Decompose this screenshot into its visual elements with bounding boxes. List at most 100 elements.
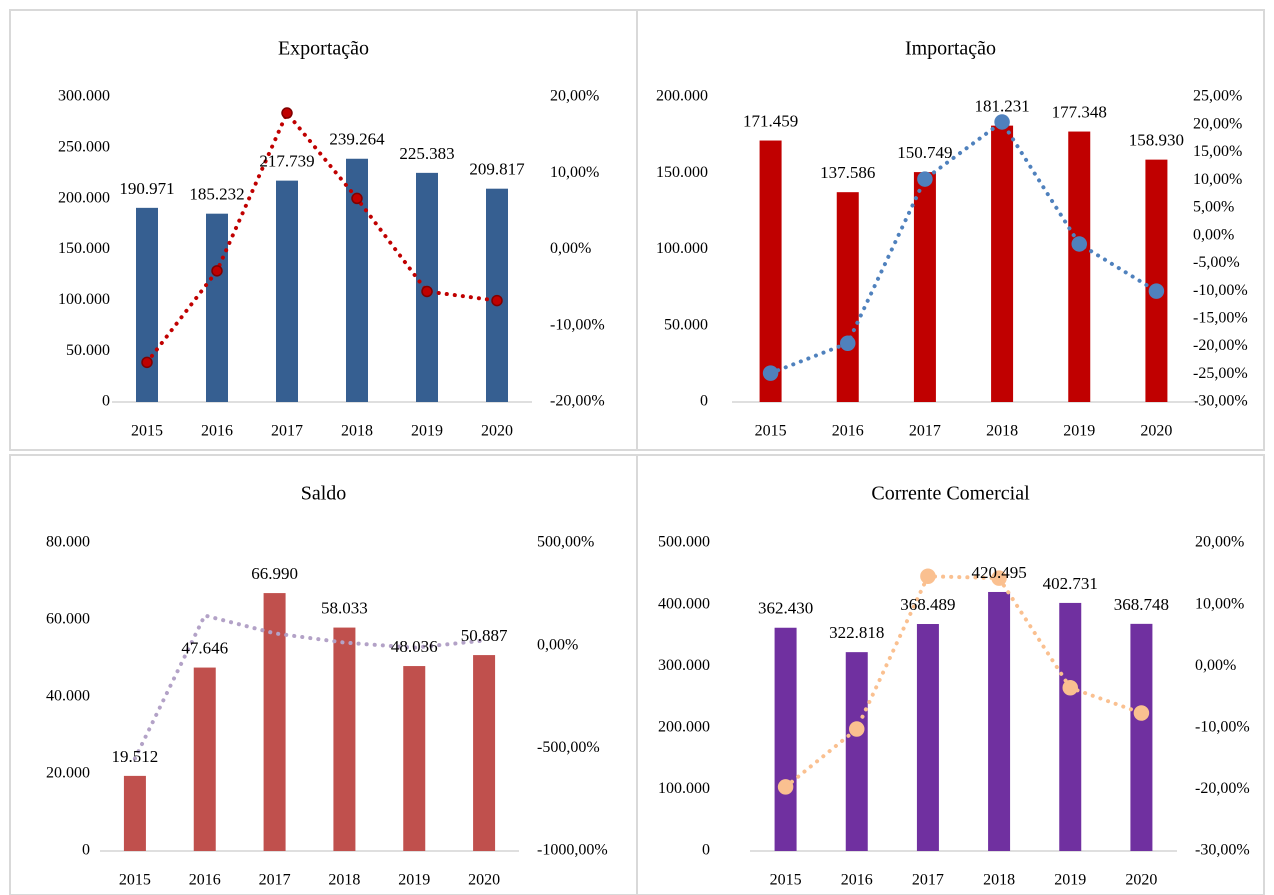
data-label: 420.495	[971, 563, 1026, 582]
data-label: 58.033	[321, 598, 368, 617]
bar	[136, 207, 158, 402]
y-tick-label: 40.000	[46, 688, 90, 705]
x-tick-label: 2018	[983, 872, 1015, 889]
y-tick-label: 50.000	[66, 342, 110, 359]
bar	[123, 775, 146, 851]
y2-tick-label: -30,00%	[1195, 842, 1250, 859]
y-tick-label: 80.000	[46, 534, 90, 551]
bar	[1130, 623, 1153, 851]
y-tick-label: 100.000	[658, 780, 710, 797]
x-tick-label: 2017	[909, 423, 941, 440]
bar	[916, 624, 939, 851]
line-marker	[281, 107, 293, 119]
y2-tick-label: 20,00%	[1193, 115, 1242, 132]
y2-tick-label: 20,00%	[1195, 534, 1244, 551]
y2-tick-label: -10,00%	[1195, 718, 1250, 735]
y2-tick-label: -10,00%	[1193, 282, 1248, 299]
line	[768, 119, 1159, 376]
chart-title: Corrente Comercial	[871, 483, 1030, 505]
line-marker	[920, 568, 936, 585]
x-tick-label: 2015	[755, 423, 787, 440]
y-tick-label: 250.000	[58, 139, 110, 156]
data-label: 137.586	[820, 163, 875, 182]
y-tick-label: 50.000	[664, 316, 708, 333]
x-tick-label: 2017	[912, 872, 944, 889]
data-label: 48.036	[391, 637, 438, 656]
x-tick-label: 2019	[411, 423, 443, 440]
line-marker	[1148, 283, 1165, 299]
x-tick-label: 2019	[398, 872, 430, 889]
y2-tick-label: -20,00%	[1193, 337, 1248, 354]
bar	[1068, 131, 1091, 402]
y-tick-label: 0	[102, 393, 110, 410]
y-tick-label: 20.000	[46, 765, 90, 782]
data-label: 150.749	[897, 143, 952, 162]
data-label: 181.231	[974, 97, 1029, 116]
bar	[991, 125, 1014, 402]
y2-tick-label: -25,00%	[1193, 365, 1248, 382]
chart-title: Saldo	[301, 483, 347, 505]
y2-tick-label: 10,00%	[550, 164, 599, 181]
y2-tick-label: 20,00%	[550, 88, 599, 105]
bar	[346, 158, 368, 402]
y2-tick-label: -10,00%	[550, 316, 605, 333]
y2-tick-label: -20,00%	[1195, 780, 1250, 797]
bar	[403, 666, 426, 851]
x-tick-label: 2020	[1125, 872, 1157, 889]
chart-panel: Saldo 0 20.000 40.000 60.000 80.000 -1000,00% -…	[9, 454, 638, 895]
line	[132, 613, 487, 761]
bar	[193, 667, 216, 851]
bar	[759, 140, 782, 402]
y-tick-label: 200.000	[58, 189, 110, 206]
data-label: 362.430	[758, 599, 813, 618]
panel-border	[9, 454, 638, 895]
line-marker	[1062, 680, 1078, 696]
data-label: 322.818	[829, 623, 884, 642]
line	[145, 109, 499, 365]
data-label: 368.748	[1114, 595, 1169, 614]
bar	[1059, 602, 1082, 851]
data-label: 47.646	[181, 638, 228, 657]
line-marker	[991, 570, 1007, 586]
bar	[913, 172, 936, 402]
x-tick-label: 2016	[201, 423, 233, 440]
data-label: 368.489	[900, 595, 955, 614]
y2-tick-label: -15,00%	[1193, 309, 1248, 326]
x-tick-label: 2018	[341, 423, 373, 440]
bar	[988, 591, 1011, 851]
y2-tick-label: 5,00%	[1193, 199, 1234, 216]
bar	[473, 655, 496, 851]
y2-tick-label: -5,00%	[1193, 254, 1240, 271]
y2-tick-label: 10,00%	[1195, 595, 1244, 612]
line-marker	[849, 721, 865, 737]
data-label: 171.459	[743, 111, 798, 130]
line-marker	[917, 171, 933, 187]
line-marker	[762, 365, 779, 381]
data-label: 190.971	[119, 179, 174, 198]
bar	[1145, 159, 1168, 402]
y-tick-label: 500.000	[658, 534, 710, 551]
y2-tick-label: -20,00%	[550, 393, 605, 410]
y-tick-label: 300.000	[658, 657, 710, 674]
x-tick-label: 2018	[986, 423, 1018, 440]
bar	[836, 192, 859, 402]
x-tick-label: 2017	[259, 872, 291, 889]
x-tick-label: 2020	[1140, 423, 1172, 440]
y2-tick-label: 15,00%	[1193, 143, 1242, 160]
x-tick-label: 2017	[271, 423, 303, 440]
y2-tick-label: 0,00%	[1193, 226, 1234, 243]
x-tick-label: 2020	[481, 423, 513, 440]
y2-tick-label: 0,00%	[1195, 657, 1236, 674]
x-tick-label: 2016	[189, 872, 221, 889]
x-tick-label: 2019	[1054, 872, 1086, 889]
y-tick-label: 200.000	[658, 718, 710, 735]
chart-panel: Exportação 0 50.000 100.000 150.000 200.000 25…	[9, 9, 638, 451]
data-label: 158.930	[1129, 131, 1184, 150]
y-tick-label: 60.000	[46, 611, 90, 628]
x-tick-label: 2016	[841, 872, 873, 889]
x-tick-label: 2015	[770, 872, 802, 889]
line-marker	[351, 192, 363, 205]
y2-tick-label: -1000,00%	[537, 842, 608, 859]
y-tick-label: 0	[82, 842, 90, 859]
